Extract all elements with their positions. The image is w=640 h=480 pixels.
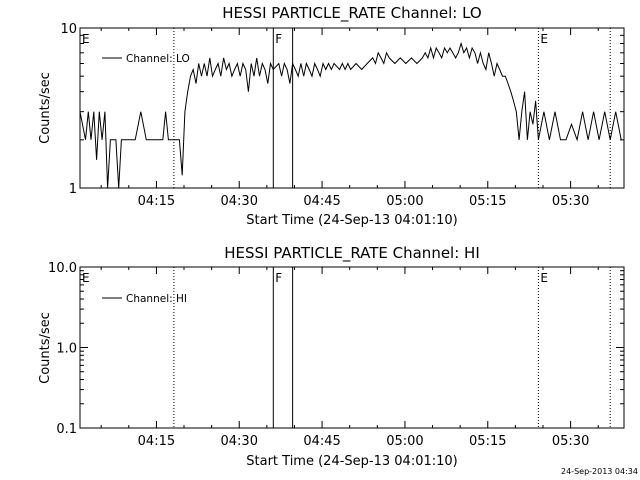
x-tick-label: 04:15 (138, 194, 175, 209)
panel-channel-hi: HESSI PARTICLE_RATE Channel: HI Counts/s… (38, 244, 625, 469)
legend-label: Channel: HI (126, 293, 187, 305)
chart-title: HESSI PARTICLE_RATE Channel: LO (222, 4, 481, 23)
y-axis-label: Counts/sec (38, 72, 53, 144)
event-marker-label: E (540, 32, 548, 46)
event-marker-label: E (540, 271, 548, 285)
x-tick-label: 04:30 (221, 434, 258, 449)
legend-label: Channel: LO (126, 53, 190, 65)
event-marker-label: F (275, 271, 282, 285)
y-axis-label: Counts/sec (38, 312, 53, 384)
x-tick-label: 05:30 (552, 434, 589, 449)
x-tick-label: 05:00 (386, 434, 423, 449)
chart-title: HESSI PARTICLE_RATE Channel: HI (224, 244, 480, 263)
y-tick-label: 10 (60, 22, 77, 37)
event-marker-label: E (82, 32, 90, 46)
plot-frame (79, 27, 625, 189)
x-tick-label: 05:15 (469, 194, 506, 209)
event-marker-label: F (275, 32, 282, 46)
y-tick-label: 10.0 (48, 261, 77, 276)
panel-channel-lo: HESSI PARTICLE_RATE Channel: LO Counts/s… (38, 4, 625, 228)
y-tick-label: 1 (69, 182, 77, 197)
x-tick-label: 05:00 (386, 194, 423, 209)
series-line-channel (79, 41, 622, 189)
plot-frame (79, 266, 625, 429)
x-tick-label: 04:45 (303, 434, 340, 449)
x-axis-label: Start Time (24-Sep-13 04:01:10) (246, 454, 457, 469)
x-tick-label: 05:30 (552, 194, 589, 209)
x-tick-label: 05:15 (469, 434, 506, 449)
y-tick-label: 0.1 (56, 422, 77, 437)
x-tick-label: 04:15 (138, 434, 175, 449)
timestamp: 24-Sep-2013 04:34 (561, 467, 638, 476)
x-tick-label: 04:30 (221, 194, 258, 209)
x-axis-label: Start Time (24-Sep-13 04:01:10) (246, 213, 457, 228)
event-marker-label: E (82, 271, 90, 285)
y-tick-label: 1.0 (56, 342, 77, 357)
x-tick-label: 04:45 (303, 194, 340, 209)
